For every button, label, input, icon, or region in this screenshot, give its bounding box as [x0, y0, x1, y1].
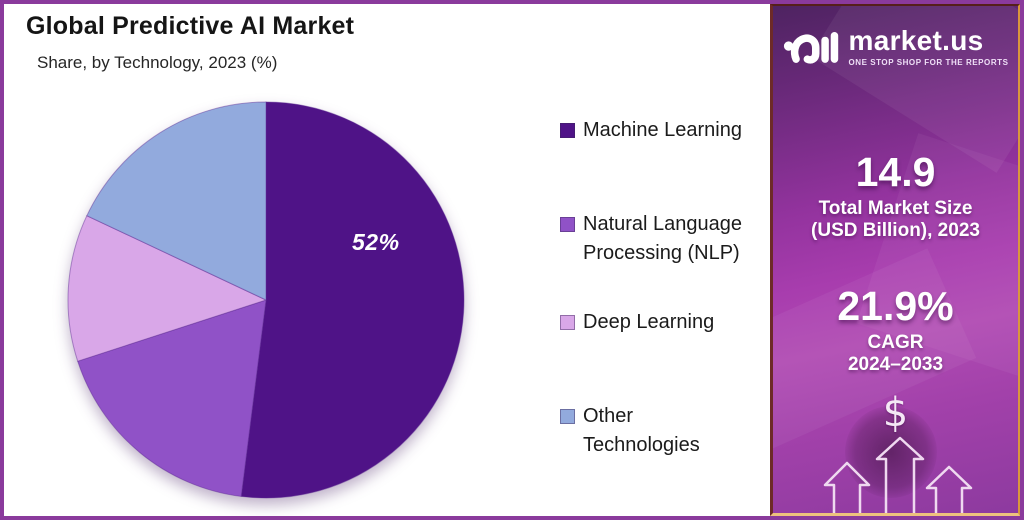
pie-slice-natural-language-processing-nlp	[77, 299, 267, 497]
legend-label: Natural Language Processing (NLP)	[583, 213, 743, 264]
legend-item-machine-learning: Machine Learning	[560, 116, 742, 145]
market-size-value: 14.9	[855, 149, 936, 195]
cagr-label: CAGR 2024–2033	[847, 332, 944, 376]
decorative-circle	[845, 406, 937, 498]
pie-chart-svg	[67, 101, 465, 499]
legend-item-deep-learning: Deep Learning	[560, 308, 714, 337]
chart-area: Global Predictive AI Market Share, by Te…	[4, 4, 770, 516]
brand-text: market.us ONE STOP SHOP FOR THE REPORTS	[848, 25, 1009, 68]
legend-item-nlp: Natural Language Processing (NLP)	[560, 210, 742, 268]
pie-slice-machine-learning	[240, 101, 465, 499]
legend-label: Machine Learning	[583, 119, 742, 141]
pie-slice-other-technologies	[86, 101, 267, 301]
brand-sidebar: market.us ONE STOP SHOP FOR THE REPORTS …	[770, 4, 1020, 516]
legend-item-other-technologies: Other Technologies	[560, 402, 700, 460]
pie-chart: 52%	[64, 98, 468, 502]
legend-swatch-deep-learning	[560, 315, 575, 330]
cagr-value: 21.9%	[837, 283, 954, 329]
brand-logo: market.us ONE STOP SHOP FOR THE REPORTS	[773, 26, 1018, 68]
chart-subtitle: Share, by Technology, 2023 (%)	[37, 53, 278, 72]
market-size-stat: 14.9 Total Market Size (USD Billion), 20…	[773, 152, 1018, 243]
cagr-stat: 21.9% CAGR 2024–2033	[773, 286, 1018, 377]
dollar-icon: $	[882, 390, 909, 436]
pie-slice-deep-learning	[67, 215, 268, 362]
growth-arrows-icon	[823, 436, 972, 513]
market-size-label: Total Market Size (USD Billion), 2023	[811, 198, 980, 242]
legend-swatch-machine-learning	[560, 123, 575, 138]
brand-name: market.us	[848, 25, 984, 56]
legend-swatch-other-technologies	[560, 409, 575, 424]
chart-title: Global Predictive AI Market	[26, 12, 355, 40]
pie-data-label: 52%	[352, 229, 400, 255]
legend-swatch-nlp	[560, 217, 575, 232]
marketus-logo-icon	[783, 26, 841, 68]
legend-label: Other Technologies	[583, 405, 700, 456]
brand-tagline: ONE STOP SHOP FOR THE REPORTS	[848, 58, 1009, 67]
legend-label: Deep Learning	[583, 311, 715, 333]
